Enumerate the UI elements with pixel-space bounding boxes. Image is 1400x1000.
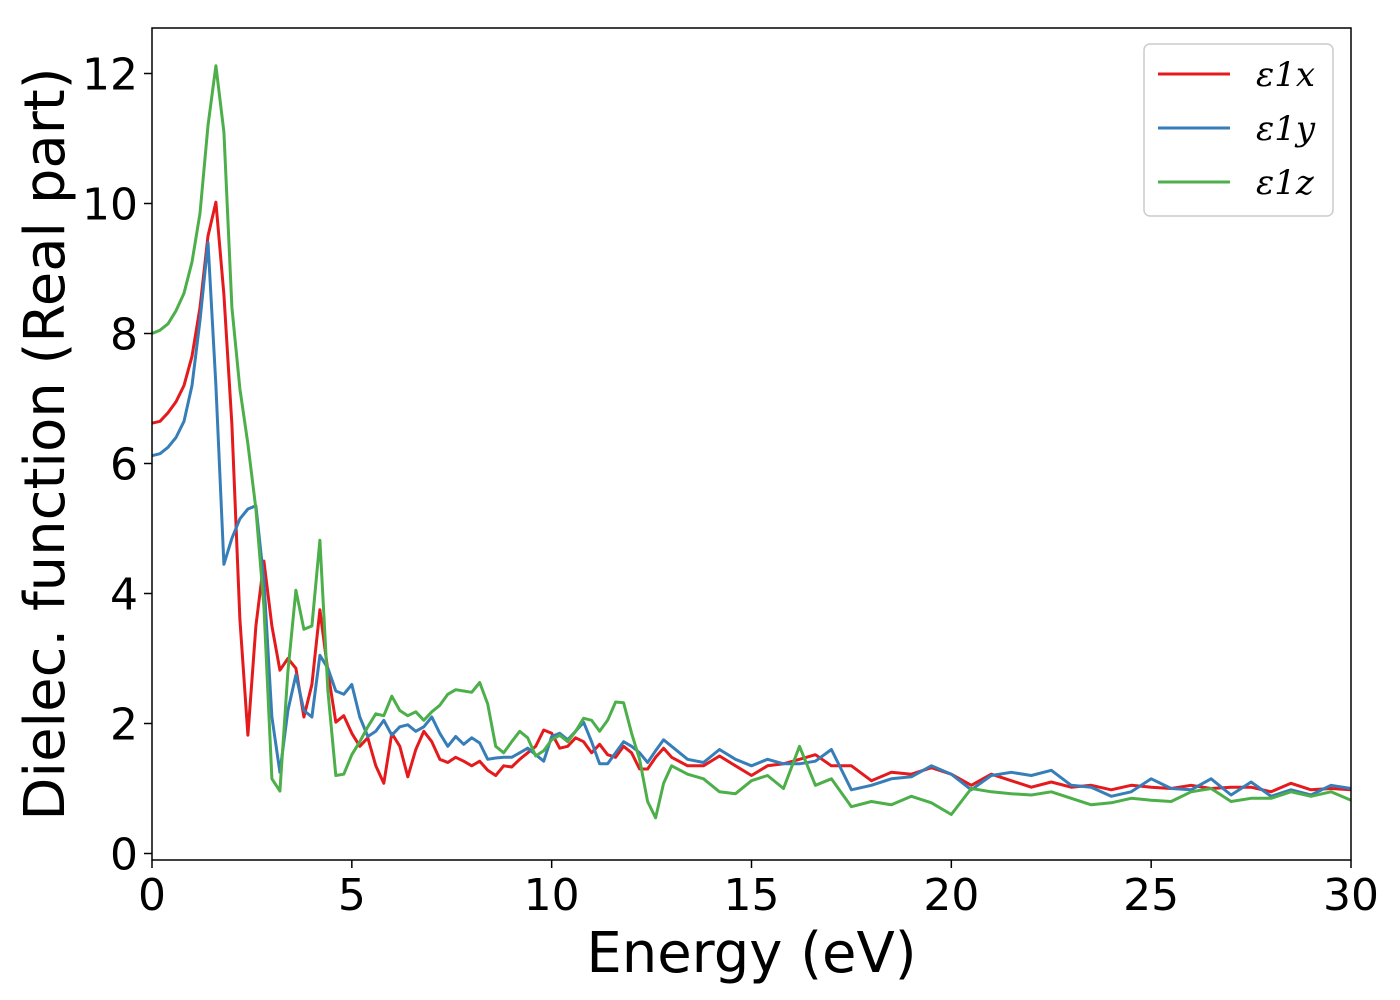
x-tick-label: 15 <box>724 870 780 921</box>
x-tick-label: 20 <box>923 870 979 921</box>
legend-entry-label: ε1x <box>1256 55 1315 95</box>
y-tick-label: 6 <box>110 440 138 491</box>
y-tick-label: 10 <box>82 180 138 231</box>
legend-entry-label: ε1z <box>1256 163 1315 203</box>
x-tick-label: 5 <box>338 870 366 921</box>
x-tick-label: 0 <box>138 870 166 921</box>
x-tick-label: 10 <box>524 870 580 921</box>
legend-box <box>1143 43 1334 217</box>
series-layer <box>151 64 1352 820</box>
x-tick-label: 30 <box>1323 870 1379 921</box>
legend: ε1x ε1y ε1z <box>1143 43 1334 217</box>
y-axis-label: Dielec. function (Real part) <box>13 67 78 820</box>
y-tick-label: 8 <box>110 310 138 361</box>
series-line-2 <box>151 241 1352 798</box>
y-tick-label: 4 <box>110 570 138 621</box>
y-axis: 0 2 4 6 8 10 12 <box>82 50 152 881</box>
series-line-3 <box>151 64 1352 820</box>
x-tick-label: 25 <box>1123 870 1179 921</box>
y-tick-label: 0 <box>110 830 138 881</box>
y-tick-label: 2 <box>110 700 138 751</box>
x-axis-label: Energy (eV) <box>586 921 916 986</box>
series-line-1 <box>151 200 1352 794</box>
x-axis: 0 5 10 15 20 25 30 <box>138 860 1379 921</box>
y-tick-label: 12 <box>82 50 138 101</box>
legend-entry-label: ε1y <box>1256 109 1316 149</box>
